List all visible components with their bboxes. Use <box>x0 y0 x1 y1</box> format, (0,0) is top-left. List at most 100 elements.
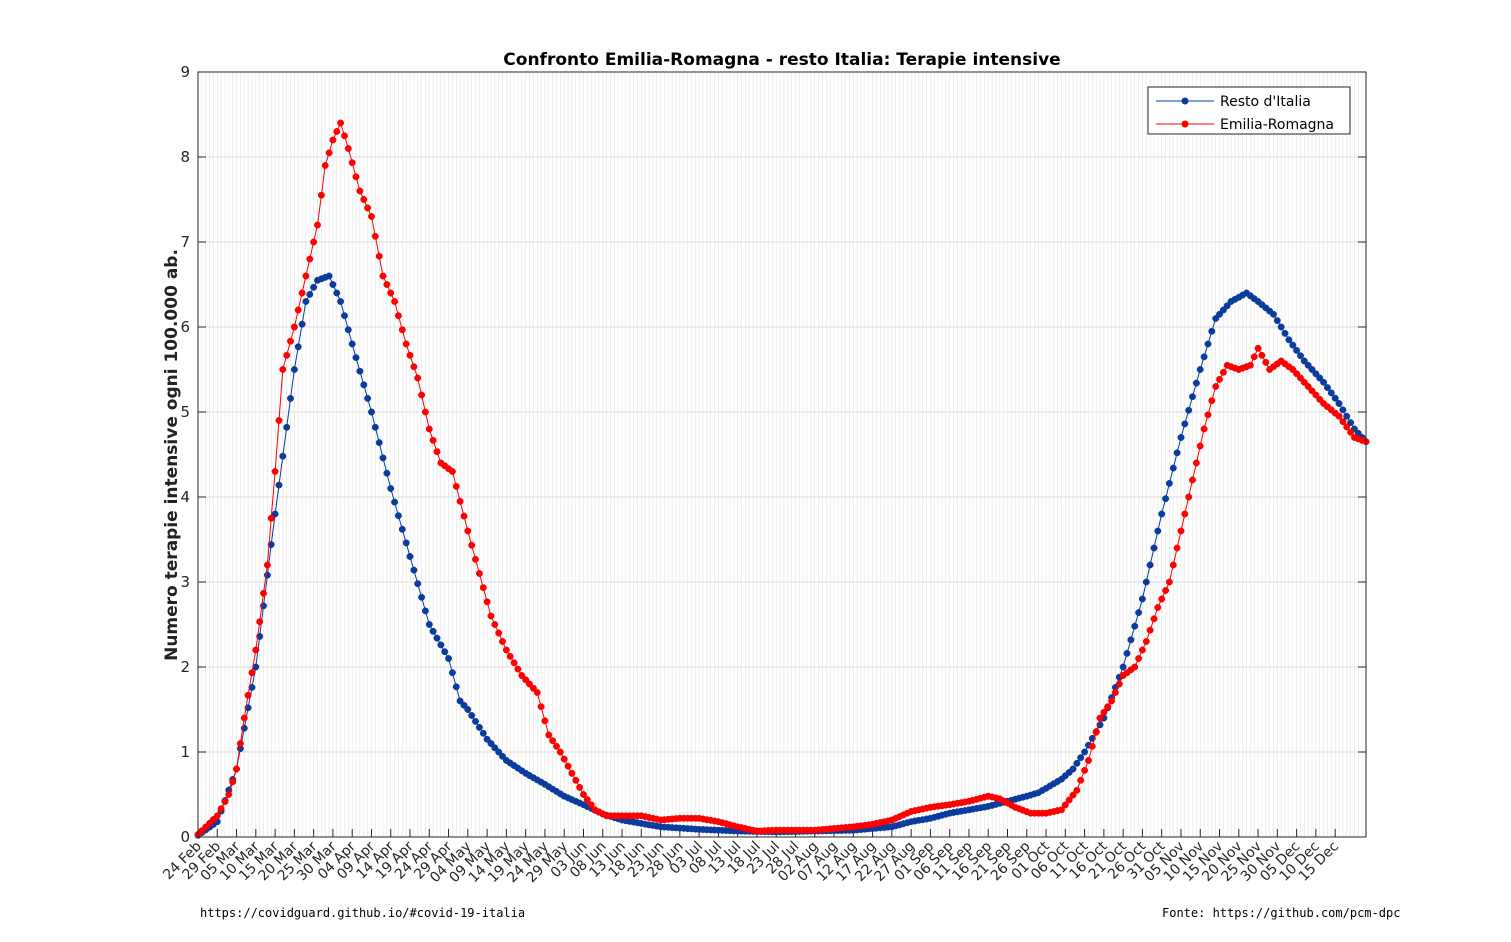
data-point <box>1150 615 1158 623</box>
data-point <box>425 425 433 433</box>
data-point <box>1146 561 1154 569</box>
data-point <box>310 283 318 291</box>
data-point <box>267 514 275 522</box>
data-point <box>499 752 506 760</box>
data-point <box>1177 527 1185 535</box>
data-point <box>448 669 456 677</box>
data-point <box>306 290 314 298</box>
data-point <box>1281 329 1289 337</box>
data-point <box>352 173 360 181</box>
data-point <box>1169 464 1177 472</box>
data-point <box>1343 412 1351 420</box>
y-tick-label: 3 <box>180 573 190 591</box>
data-point <box>1254 344 1262 352</box>
data-point <box>437 641 445 649</box>
data-point <box>375 439 383 447</box>
data-point <box>1327 389 1335 397</box>
data-point <box>487 740 495 747</box>
data-point <box>302 298 310 305</box>
data-point <box>283 351 291 359</box>
data-point <box>445 655 453 662</box>
data-point <box>391 298 399 305</box>
data-point <box>1138 595 1146 603</box>
data-point <box>398 525 406 533</box>
footer-data-source: Fonte: https://github.com/pcm-dpc <box>1162 906 1401 920</box>
data-point <box>329 281 337 288</box>
data-point <box>213 812 221 820</box>
data-point <box>1289 341 1297 349</box>
data-point <box>1208 327 1216 335</box>
data-point <box>1154 604 1162 611</box>
data-point <box>290 366 298 373</box>
data-point <box>491 744 499 752</box>
data-point <box>1085 757 1092 764</box>
data-point <box>1258 351 1266 359</box>
data-point <box>479 729 487 737</box>
data-point <box>394 512 402 520</box>
legend-label: Resto d'Italia <box>1220 94 1311 110</box>
data-point <box>475 723 483 731</box>
data-point <box>1223 302 1231 310</box>
data-point <box>294 343 302 351</box>
data-point <box>1131 622 1139 630</box>
data-point <box>429 436 437 444</box>
data-point <box>360 381 368 389</box>
data-point <box>1158 595 1166 603</box>
data-point <box>502 646 510 654</box>
data-point <box>229 778 237 786</box>
grid <box>197 71 1367 838</box>
data-point <box>429 627 437 635</box>
data-point <box>1065 796 1073 804</box>
data-point <box>1192 459 1200 467</box>
data-point <box>325 149 333 157</box>
data-point <box>236 740 244 747</box>
data-point <box>398 326 406 334</box>
data-point <box>475 570 483 577</box>
data-point <box>452 683 460 691</box>
legend-swatch-marker <box>1181 97 1189 105</box>
data-point <box>495 629 503 637</box>
data-point <box>1216 310 1223 318</box>
data-point <box>360 196 368 203</box>
data-point <box>448 468 456 475</box>
data-point <box>294 306 302 314</box>
data-point <box>1246 361 1254 369</box>
data-point <box>275 481 283 489</box>
data-point <box>1061 801 1069 809</box>
y-tick-label: 5 <box>180 403 190 421</box>
data-point <box>298 320 306 328</box>
data-point <box>1154 527 1162 535</box>
plot-area <box>197 71 1367 838</box>
data-point <box>317 191 325 199</box>
data-point <box>1135 655 1143 662</box>
data-point <box>279 366 287 373</box>
data-point <box>1304 383 1312 390</box>
data-point <box>1297 374 1304 382</box>
data-point <box>379 454 387 462</box>
footer-source-link[interactable]: https://covidguard.github.io/#covid-19-i… <box>200 906 526 920</box>
data-point <box>1181 510 1189 518</box>
y-tick-label: 6 <box>180 318 190 336</box>
data-point <box>402 539 410 547</box>
data-point <box>510 659 518 667</box>
y-tick-label: 7 <box>180 233 190 251</box>
data-point <box>1058 806 1065 814</box>
data-point <box>1300 357 1308 365</box>
data-point <box>1073 759 1081 767</box>
series-resto-italia <box>194 272 1370 839</box>
data-point <box>483 735 491 743</box>
data-point <box>1142 578 1150 586</box>
data-point <box>252 646 260 654</box>
data-point <box>248 683 256 691</box>
y-tick-label: 0 <box>180 828 190 846</box>
data-point <box>441 648 449 656</box>
data-point <box>425 621 433 628</box>
legend-swatch-marker <box>1181 120 1189 128</box>
data-point <box>375 252 383 260</box>
data-point <box>576 783 584 791</box>
data-point <box>1081 748 1089 756</box>
data-point <box>1316 395 1324 403</box>
data-point <box>1331 394 1339 402</box>
data-point <box>421 408 429 416</box>
data-point <box>1185 406 1193 414</box>
